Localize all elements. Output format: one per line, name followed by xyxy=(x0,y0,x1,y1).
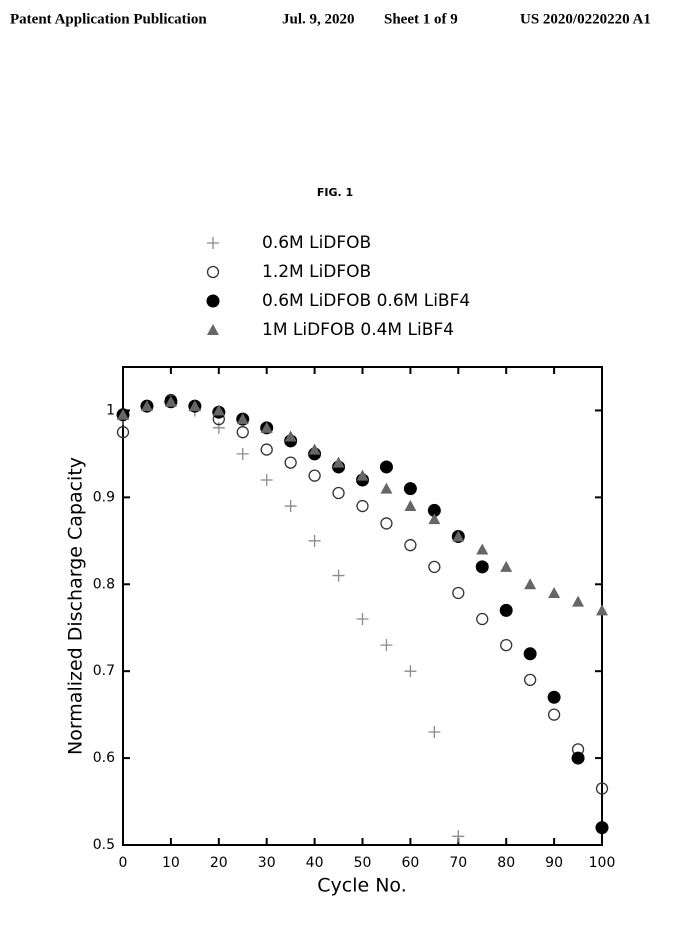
y-axis-title: Normalized Discharge Capacity xyxy=(65,457,87,755)
data-point xyxy=(260,421,273,433)
data-point xyxy=(117,408,129,420)
x-tick-label: 50 xyxy=(354,855,372,871)
data-point xyxy=(284,456,297,469)
data-point xyxy=(356,469,369,481)
plot-frame xyxy=(122,366,603,846)
data-point xyxy=(284,500,297,513)
y-tick-label: 0.5 xyxy=(93,837,115,853)
data-point xyxy=(500,638,513,652)
legend-marker xyxy=(207,324,219,335)
legend-marker xyxy=(207,237,219,249)
x-tick-label: 30 xyxy=(258,855,276,871)
header-left: Patent Application Publication xyxy=(10,11,207,27)
header-sheet: Sheet 1 of 9 xyxy=(384,11,458,27)
data-point xyxy=(404,539,417,552)
y-tick-label: 0.6 xyxy=(93,750,115,766)
data-point xyxy=(380,517,393,530)
data-point xyxy=(404,665,417,678)
x-tick-label: 70 xyxy=(449,855,467,871)
data-point xyxy=(212,404,225,416)
data-point xyxy=(379,460,393,474)
data-point xyxy=(332,456,345,468)
figure-label: FIG. 1 xyxy=(317,186,353,199)
data-point xyxy=(380,639,393,652)
x-tick-label: 20 xyxy=(210,855,228,871)
x-tick-label: 10 xyxy=(162,855,180,871)
y-tick-label: 0.7 xyxy=(93,663,115,679)
legend-label: 1M LiDFOB 0.4M LiBF4 xyxy=(262,320,454,340)
data-point xyxy=(332,486,345,500)
data-point xyxy=(500,560,513,572)
legend-marker xyxy=(206,265,220,279)
data-point xyxy=(428,560,441,574)
data-point xyxy=(452,586,465,600)
data-point xyxy=(236,413,249,425)
data-point xyxy=(499,603,513,617)
data-point xyxy=(308,443,321,455)
x-tick-label: 0 xyxy=(119,855,128,871)
header-date: Jul. 9, 2020 xyxy=(282,11,355,27)
x-tick-label: 80 xyxy=(497,855,515,871)
data-point xyxy=(308,469,321,482)
data-point xyxy=(596,604,608,616)
data-point xyxy=(452,830,465,843)
legend-label: 0.6M LiDFOB xyxy=(262,233,371,253)
data-point xyxy=(595,821,609,835)
data-point xyxy=(427,503,441,517)
legend-label: 0.6M LiDFOB 0.6M LiBF4 xyxy=(262,291,470,311)
data-point xyxy=(452,530,465,542)
data-point xyxy=(571,751,585,765)
data-point xyxy=(595,782,609,795)
data-point xyxy=(236,447,249,460)
y-tick-label: 0.8 xyxy=(93,576,115,592)
data-point xyxy=(403,482,417,496)
header-number: US 2020/0220220 A1 xyxy=(520,11,651,27)
data-point xyxy=(572,595,585,607)
data-point xyxy=(356,499,369,513)
data-point xyxy=(476,612,489,626)
x-tick-label: 90 xyxy=(545,855,563,871)
data-point xyxy=(236,426,249,439)
data-point xyxy=(523,647,537,661)
x-tick-label: 60 xyxy=(401,855,419,871)
data-point xyxy=(284,430,297,442)
data-point xyxy=(332,569,345,582)
data-point xyxy=(475,560,489,574)
y-tick-label: 1 xyxy=(106,402,115,418)
data-point xyxy=(428,513,441,525)
y-tick-label: 0.9 xyxy=(93,489,115,505)
data-point xyxy=(547,708,561,721)
data-point xyxy=(548,586,561,598)
data-point xyxy=(188,400,201,412)
data-point xyxy=(524,578,537,590)
data-point xyxy=(547,690,561,704)
data-point xyxy=(308,534,321,547)
data-point xyxy=(524,673,537,687)
data-point xyxy=(404,500,417,512)
data-point xyxy=(116,426,130,439)
x-tick-label: 40 xyxy=(306,855,324,871)
data-point xyxy=(356,613,369,626)
x-axis-title: Cycle No. xyxy=(317,875,407,897)
data-point xyxy=(140,400,153,412)
x-tick-label: 100 xyxy=(589,855,616,871)
legend-marker xyxy=(206,294,220,308)
data-point xyxy=(476,543,489,555)
data-point xyxy=(380,482,393,494)
data-point xyxy=(212,421,225,434)
data-point xyxy=(428,726,441,739)
data-point xyxy=(164,395,177,407)
data-point xyxy=(260,443,273,456)
data-point xyxy=(260,473,273,486)
legend-label: 1.2M LiDFOB xyxy=(262,262,371,282)
